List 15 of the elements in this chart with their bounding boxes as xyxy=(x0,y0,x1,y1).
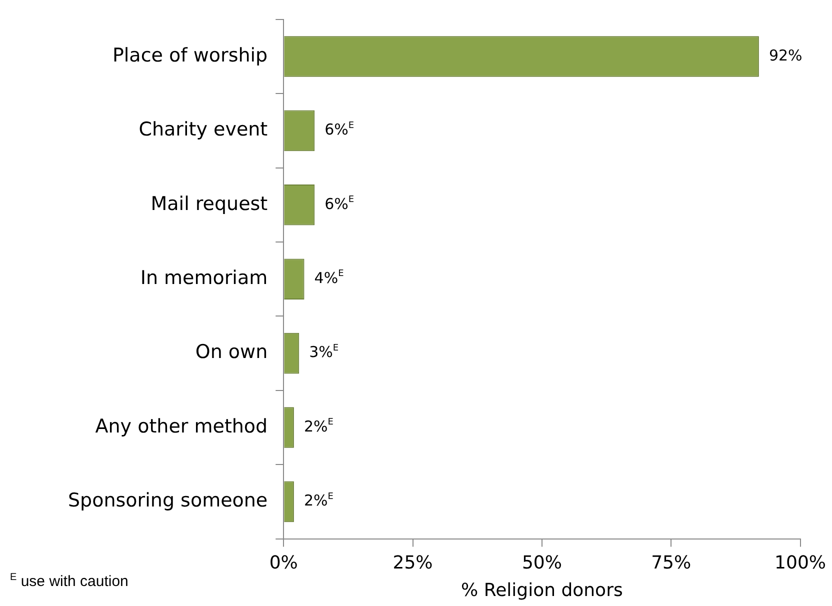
x-tick-label: 50% xyxy=(522,552,562,574)
text: $^{E}$ use with caution xyxy=(10,572,128,590)
y-tick-label: Sponsoring someone xyxy=(68,490,268,512)
x-tick-label: 75% xyxy=(651,552,692,574)
y-tick-label: Charity event xyxy=(138,118,268,141)
x-tick-label: 0% xyxy=(269,552,298,574)
y-tick-label: Mail request xyxy=(150,192,268,215)
y-tick-label: Place of worship xyxy=(112,44,268,66)
x-tick-label: 25% xyxy=(392,552,433,574)
x-axis-title: % Religion donors xyxy=(461,580,623,601)
y-tick-label: In memoriam xyxy=(140,267,268,290)
y-tick-label: Any other method xyxy=(95,415,268,438)
x-tick-label: 100% xyxy=(774,552,826,574)
y-tick-label: On own xyxy=(195,341,268,364)
data-label: 92% xyxy=(768,46,802,64)
